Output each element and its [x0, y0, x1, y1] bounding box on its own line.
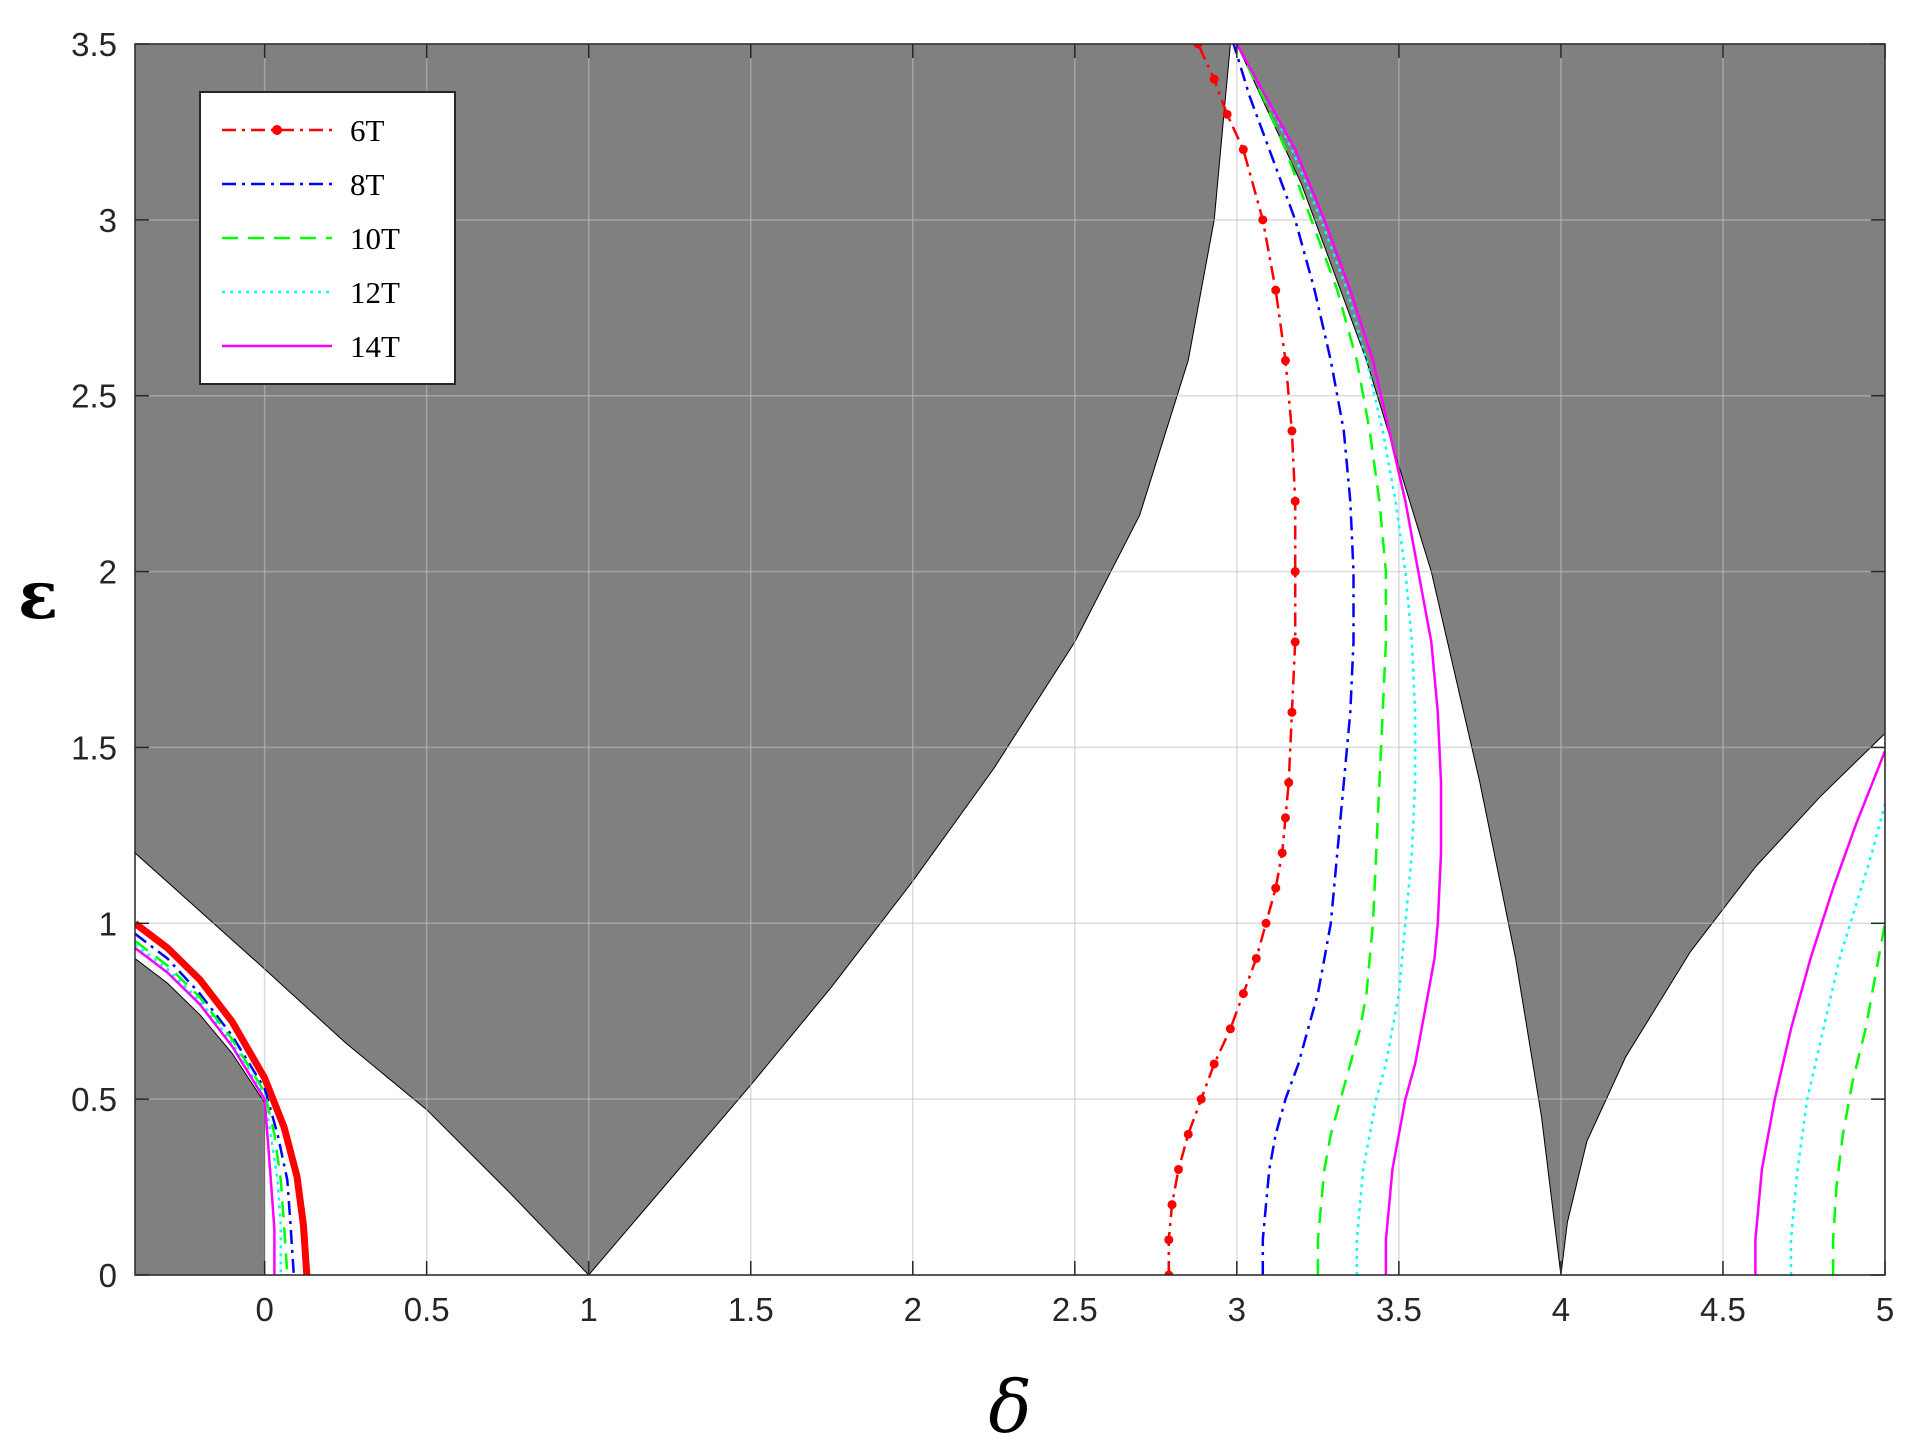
series-12T-branch-2 — [1235, 44, 1417, 1275]
x-tick-label: 3.5 — [1376, 1291, 1422, 1328]
series-14T-branch-1 — [135, 946, 276, 1275]
series-6T-branch-1 — [135, 920, 311, 1275]
y-tick-label: 0.5 — [71, 1081, 117, 1118]
series-6T-point — [1196, 1094, 1206, 1104]
plot-frame — [134, 43, 1886, 1276]
y-tick-label: 1.5 — [71, 729, 117, 766]
series-6T-point — [1222, 109, 1232, 119]
series-6T-point — [1174, 1164, 1184, 1174]
series-10T-branch-1 — [135, 939, 289, 1275]
series-8T-branch-1 — [135, 932, 296, 1275]
series-6T-point — [1271, 285, 1281, 295]
y-tick-labels: 0 0.5 1 1.5 2 2.5 3 3.5 — [71, 26, 117, 1294]
series-6T-point — [1209, 74, 1219, 84]
y-axis-label: ε — [18, 556, 58, 634]
series-6T-point — [1167, 1200, 1177, 1210]
series-6T-point — [1193, 44, 1203, 49]
tick-marks — [135, 43, 1886, 1276]
series-6T-point — [1280, 813, 1290, 823]
series-6T-point — [1258, 215, 1268, 225]
series-group — [135, 44, 1885, 1275]
series-6T-point — [1238, 145, 1248, 155]
x-tick-label: 1 — [580, 1291, 598, 1328]
x-tick-label: 2 — [904, 1291, 922, 1328]
series-10T-branch-2 — [1235, 44, 1388, 1275]
series-6T-point — [1251, 953, 1261, 963]
y-tick-label: 3 — [99, 202, 117, 239]
series-6T-point — [1183, 1129, 1193, 1139]
series-6T-point — [1164, 1270, 1174, 1275]
x-tick-label: 2.5 — [1052, 1291, 1098, 1328]
x-axis-label: δ — [988, 1365, 1031, 1446]
x-tick-labels: 0 0.5 1 1.5 2 2.5 3 3.5 4 4.5 5 — [255, 1291, 1894, 1328]
y-tick-label: 0 — [99, 1257, 117, 1294]
x-tick-label: 3 — [1228, 1291, 1246, 1328]
series-6T-point — [1209, 1059, 1219, 1069]
series-10T-branch-3 — [1831, 923, 1885, 1275]
series-6T-point — [1271, 883, 1281, 893]
x-tick-label: 1.5 — [728, 1291, 774, 1328]
series-8T-branch-2 — [1232, 44, 1355, 1275]
series-12T-branch-3 — [1789, 803, 1885, 1275]
legend-label-10T: 10T — [350, 221, 400, 256]
legend: 6T 8T 10T 12T 14T — [199, 91, 456, 385]
x-tick-label: 5 — [1876, 1291, 1894, 1328]
series-12T-branch-1 — [135, 943, 283, 1275]
series-6T-point — [1287, 426, 1297, 436]
series-6T-point — [1287, 707, 1297, 717]
x-tick-label: 4 — [1552, 1291, 1570, 1328]
y-tick-label: 2 — [99, 554, 117, 591]
grid-lines — [135, 43, 1886, 1276]
series-6T-point — [1290, 637, 1300, 647]
series-6T-point — [1164, 1235, 1174, 1245]
x-tick-label: 0 — [255, 1291, 273, 1328]
x-tick-label: 0.5 — [404, 1291, 450, 1328]
series-6T-point — [1280, 356, 1290, 366]
y-tick-label: 1 — [99, 905, 117, 942]
series-6T-point — [1290, 567, 1300, 577]
legend-label-12T: 12T — [350, 275, 400, 310]
y-tick-label: 2.5 — [71, 378, 117, 415]
series-14T-branch-3 — [1754, 750, 1885, 1275]
series-6T-point — [1284, 778, 1294, 788]
legend-label-8T: 8T — [350, 167, 385, 202]
series-6T-point — [1261, 918, 1271, 928]
series-14T-branch-2 — [1235, 44, 1443, 1275]
y-tick-label: 3.5 — [71, 26, 117, 63]
legend-marker-6T — [272, 125, 282, 135]
series-6T-point — [1277, 848, 1287, 858]
series-6T-point — [1290, 496, 1300, 506]
legend-label-6T: 6T — [350, 113, 385, 148]
series-6T-point — [1238, 989, 1248, 999]
legend-label-14T: 14T — [350, 329, 400, 364]
series-6T-point — [1225, 1024, 1235, 1034]
x-tick-label: 4.5 — [1700, 1291, 1746, 1328]
